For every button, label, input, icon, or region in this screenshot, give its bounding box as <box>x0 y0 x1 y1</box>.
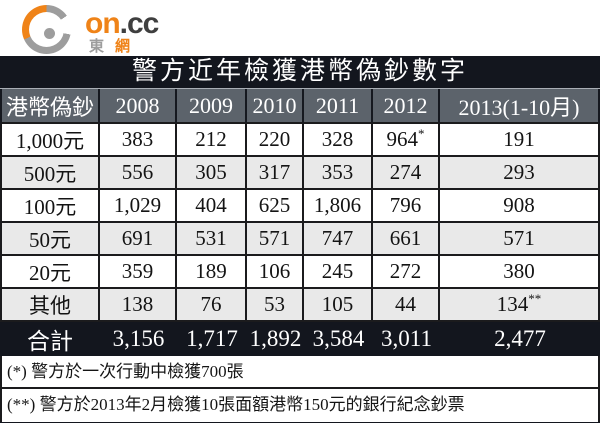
value-cell: 359 <box>100 256 177 289</box>
value-cell: 571 <box>440 223 600 256</box>
value-cell: 44 <box>373 289 440 322</box>
column-header-2009: 2009 <box>177 89 247 124</box>
row-label: 其他 <box>0 289 100 322</box>
total-row: 合計 3,156 1,717 1,892 3,584 3,011 2,477 <box>0 322 600 356</box>
table-row: 其他 138 76 53 105 44 134** <box>0 289 600 322</box>
table-row: 50元 691 531 571 747 661 571 <box>0 223 600 256</box>
value-cell: 189 <box>177 256 247 289</box>
table-body: 1,000元 383 212 220 328 964* 191 500元 556 305 317 35… <box>0 124 600 322</box>
value-cell: 383 <box>100 124 177 157</box>
value-cell: 1,029 <box>100 190 177 223</box>
logo-subtitle: 東網 <box>89 39 141 54</box>
table-row: 500元 556 305 317 353 274 293 <box>0 157 600 190</box>
value-cell: 134** <box>440 289 600 322</box>
counterfeit-note-table: 警方近年檢獲港幣偽鈔數字 港幣偽鈔 2008 2009 2010 2011 20… <box>0 56 600 423</box>
value-cell: 212 <box>177 124 247 157</box>
value-cell: 531 <box>177 223 247 256</box>
value-cell: 53 <box>247 289 304 322</box>
value-cell: 404 <box>177 190 247 223</box>
value-cell: 317 <box>247 157 304 190</box>
total-value-2012: 3,011 <box>373 322 440 356</box>
logo-sub-orange: 網 <box>115 38 142 55</box>
total-value-2011: 3,584 <box>304 322 373 356</box>
column-header-denomination: 港幣偽鈔 <box>0 89 100 124</box>
table-row: 100元 1,029 404 625 1,806 796 908 <box>0 190 600 223</box>
value-cell: 380 <box>440 256 600 289</box>
value-cell: 1,806 <box>304 190 373 223</box>
header-row: 港幣偽鈔 2008 2009 2010 2011 2012 2013(1-10月… <box>0 89 600 124</box>
value-cell: 138 <box>100 289 177 322</box>
value-cell: 556 <box>100 157 177 190</box>
value-cell: 76 <box>177 289 247 322</box>
value-cell: 245 <box>304 256 373 289</box>
oncc-logo: on.cc 東網 <box>22 3 202 56</box>
value-cell: 272 <box>373 256 440 289</box>
row-label: 50元 <box>0 223 100 256</box>
value-cell: 274 <box>373 157 440 190</box>
value-cell: 105 <box>304 289 373 322</box>
value-cell: 747 <box>304 223 373 256</box>
footnote-marker: * <box>418 126 425 141</box>
table-row: 1,000元 383 212 220 328 964* 191 <box>0 124 600 157</box>
value-cell: 796 <box>373 190 440 223</box>
value-cell: 908 <box>440 190 600 223</box>
value-cell: 220 <box>247 124 304 157</box>
table-title: 警方近年檢獲港幣偽鈔數字 <box>0 56 600 89</box>
row-label: 500元 <box>0 157 100 190</box>
column-header-2011: 2011 <box>304 89 373 124</box>
footnote-commemorative-notes: (**) 警方於2013年2月檢獲10張面額港幣150元的銀行紀念鈔票 <box>0 389 600 422</box>
footnote-single-seizure: (*) 警方於一次行動中檢獲700張 <box>0 356 600 389</box>
row-label: 100元 <box>0 190 100 223</box>
table-row: 20元 359 189 106 245 272 380 <box>0 256 600 289</box>
total-value-2009: 1,717 <box>177 322 247 356</box>
value-cell: 328 <box>304 124 373 157</box>
logo-sub-gray: 東 <box>89 38 116 55</box>
value-cell: 571 <box>247 223 304 256</box>
footnote-marker: ** <box>528 291 542 306</box>
logo-cc-text: .cc <box>119 7 160 40</box>
column-header-2008: 2008 <box>100 89 177 124</box>
total-value-2008: 3,156 <box>100 322 177 356</box>
column-header-2010: 2010 <box>247 89 304 124</box>
value-cell: 353 <box>304 157 373 190</box>
oncc-dot-icon <box>44 28 55 39</box>
data-table: 港幣偽鈔 2008 2009 2010 2011 2012 2013(1-10月… <box>0 89 600 356</box>
value-cell: 964* <box>373 124 440 157</box>
column-header-2012: 2012 <box>373 89 440 124</box>
total-label: 合計 <box>0 322 100 356</box>
value-cell: 293 <box>440 157 600 190</box>
value-cell: 691 <box>100 223 177 256</box>
row-label: 1,000元 <box>0 124 100 157</box>
value-cell: 661 <box>373 223 440 256</box>
row-label: 20元 <box>0 256 100 289</box>
logo-on-text: on <box>85 7 121 40</box>
logo-brand-text: on.cc <box>85 7 160 40</box>
value-cell: 625 <box>247 190 304 223</box>
total-value-2013: 2,477 <box>440 322 600 356</box>
value-cell: 106 <box>247 256 304 289</box>
total-value-2010: 1,892 <box>247 322 304 356</box>
column-header-2013: 2013(1-10月) <box>440 89 600 124</box>
value-cell: 305 <box>177 157 247 190</box>
value-cell: 191 <box>440 124 600 157</box>
